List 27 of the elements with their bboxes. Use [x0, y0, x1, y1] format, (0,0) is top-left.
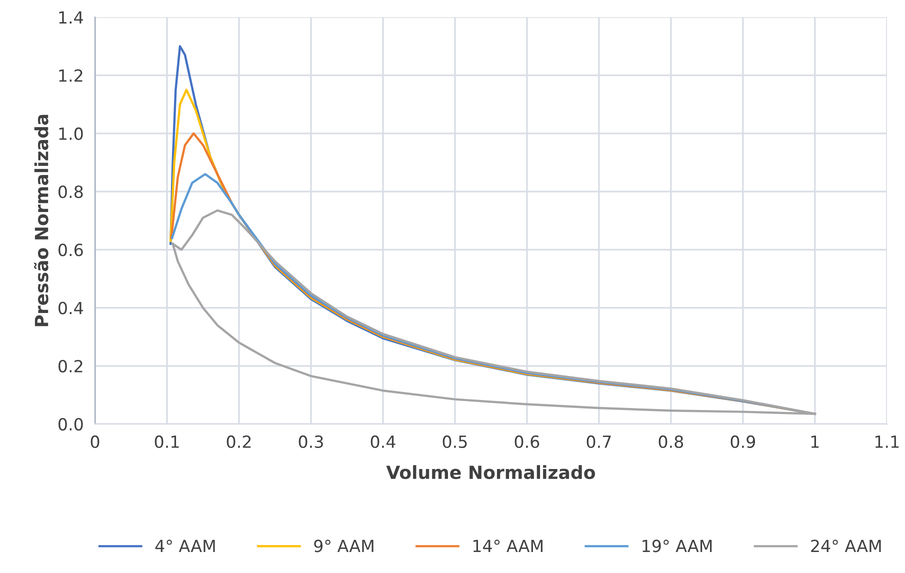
- x-tick-label: 0.7: [586, 435, 611, 448]
- legend-label: 19° AAM: [642, 540, 712, 552]
- x-tick-label: 0.8: [658, 435, 684, 448]
- x-tick-label: 1: [811, 436, 819, 448]
- x-tick-label: 1.1: [875, 436, 899, 448]
- legend-label: 9° AAM: [314, 540, 374, 552]
- x-tick-label: 0.2: [226, 435, 251, 448]
- y-axis-title: Pressão Normalizada: [34, 114, 48, 326]
- x-tick-label: 0.4: [370, 435, 396, 448]
- x-tick-label: 0: [90, 435, 100, 448]
- y-tick-label: 0.6: [58, 244, 83, 256]
- x-axis-title: Volume Normalizado: [386, 465, 595, 480]
- y-tick-label: 0.8: [58, 186, 83, 198]
- x-tick-label: 0.9: [730, 435, 756, 448]
- legend-label: 4° AAM: [155, 540, 215, 552]
- y-tick-label: 0.4: [58, 302, 83, 314]
- x-tick-label: 0.6: [514, 435, 540, 448]
- y-tick-label: 1.4: [59, 11, 83, 24]
- y-tick-label: 1.0: [59, 127, 83, 140]
- x-tick-label: 0.5: [442, 435, 467, 448]
- y-tick-label: 0.0: [58, 418, 83, 431]
- y-tick-label: 0.2: [58, 360, 82, 372]
- y-tick-label: 1.2: [59, 69, 82, 82]
- x-tick-label: 0.3: [298, 435, 323, 448]
- legend-label: 14° AAM: [473, 540, 542, 552]
- legend-label: 24° AAM: [811, 540, 881, 552]
- x-tick-label: 0.1: [154, 435, 179, 448]
